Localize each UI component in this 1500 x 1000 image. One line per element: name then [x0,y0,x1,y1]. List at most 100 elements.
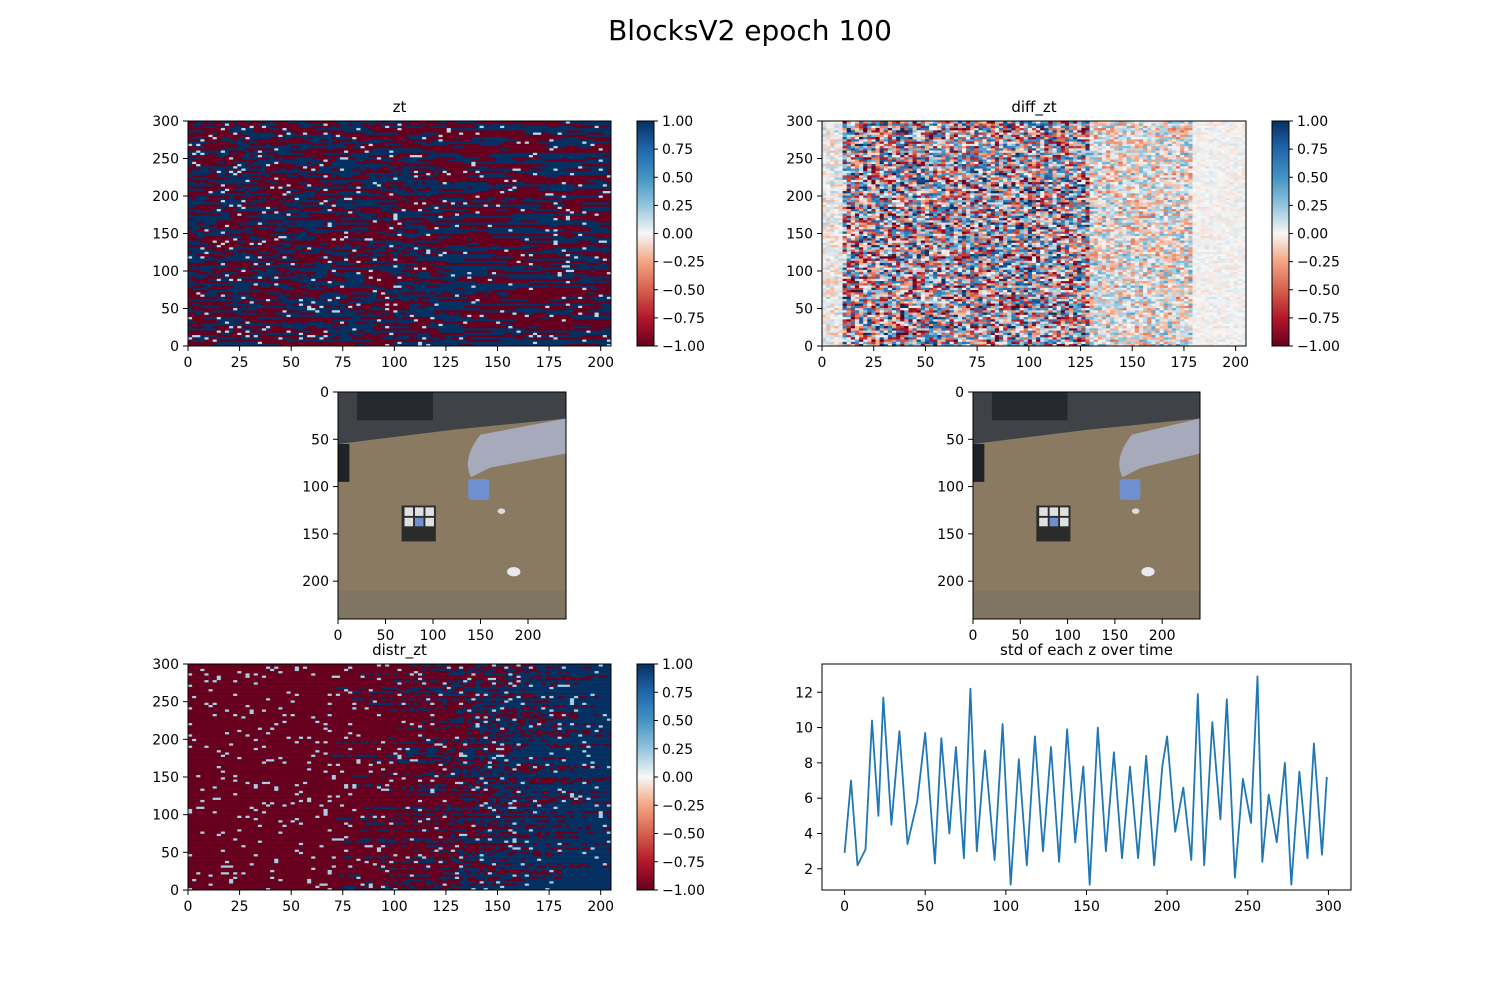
heatmap-cell [459,298,464,302]
heatmap-cell [417,238,423,241]
heatmap-cell [220,343,226,347]
heatmap-cell [237,319,242,322]
heatmap-cell [471,240,476,243]
heatmap-cell [512,292,517,295]
heatmap-cell [430,314,435,318]
heatmap-cell [364,301,370,304]
heatmap-cell [368,343,374,347]
heatmap-cell [606,341,612,345]
heatmap-cell [549,285,554,288]
heatmap-cell [229,244,234,248]
heatmap-cell [606,269,612,273]
heatmap-cell [233,321,238,324]
heatmap-cell [327,283,333,286]
heatmap-cell [520,249,526,252]
heatmap-cell [323,339,329,342]
heatmap-cell [467,319,472,322]
heatmap-cell [508,292,513,295]
heatmap-cell [204,343,209,347]
heatmap-cell [282,301,287,304]
heatmap-cell [196,337,201,340]
heatmap-cell [266,328,271,331]
heatmap-cell [356,285,361,288]
heatmap-cell [520,343,526,347]
heatmap-cell [216,305,222,309]
heatmap-cell [224,296,230,300]
heatmap-cell [541,289,546,293]
heatmap-cell [274,251,279,255]
heatmap-cell [212,343,218,347]
heatmap-cell [302,316,308,320]
heatmap-cell [356,312,361,315]
y-tick-label: 50 [161,302,179,318]
heatmap-cell [512,330,517,333]
heatmap-cell [298,319,304,322]
heatmap-cell [356,303,361,306]
heatmap-cell [224,240,230,243]
heatmap-cell [393,260,398,264]
heatmap-cell [602,319,608,322]
heatmap-cell [389,316,394,320]
heatmap-cell [512,258,517,261]
heatmap-cell [372,244,378,248]
heatmap-cell [417,298,423,302]
heatmap-cell [475,240,480,243]
heatmap-cell [590,330,595,333]
heatmap-cell [364,321,370,324]
heatmap-cell [417,262,423,266]
heatmap-cell [393,334,398,338]
heatmap-cell [249,258,255,261]
heatmap-cell [282,292,287,295]
heatmap-cell [528,321,534,324]
heatmap-cell [311,323,316,327]
heatmap-cell [475,307,480,311]
heatmap-cell [454,283,460,286]
heatmap-cell [442,321,448,324]
heatmap-cell [602,283,608,286]
heatmap-cell [491,339,497,342]
heatmap-cell [331,274,337,277]
heatmap-cell [241,249,246,252]
heatmap-cell [479,269,485,273]
heatmap-cell [204,310,209,313]
heatmap-cell [467,276,472,279]
heatmap-cell [311,305,316,309]
heatmap-cell [216,289,222,293]
heatmap-cell [339,267,345,270]
heatmap-cell [578,341,583,345]
heatmap-cell [315,321,320,324]
heatmap-cell [475,265,480,268]
heatmap-cell [569,276,575,279]
heatmap-cell [500,256,505,259]
heatmap-cell [315,294,320,297]
heatmap-cell [541,305,546,309]
heatmap-cell [253,285,259,288]
heatmap-cell [237,253,242,257]
heatmap-cell [586,265,591,268]
heatmap-cell [257,316,263,320]
heatmap-cell [401,296,407,300]
heatmap-cell [483,343,489,347]
heatmap-cell [261,253,267,257]
heatmap-cell [344,341,349,345]
heatmap-cell [417,310,423,313]
heatmap-cell [582,334,587,338]
heatmap-cell [188,292,193,295]
heatmap-cell [417,251,423,255]
heatmap-cell [237,341,242,345]
heatmap-cell [204,256,209,259]
heatmap-cell [302,262,308,266]
heatmap-cell [233,334,238,338]
heatmap-cell [450,319,456,322]
heatmap-cell [459,314,464,318]
heatmap-cell [508,325,513,329]
heatmap-cell [311,283,316,286]
heatmap-cell [545,301,550,304]
heatmap-cell [397,249,402,252]
heatmap-cell [220,305,226,309]
heatmap-cell [594,285,600,288]
heatmap-cell [364,274,370,277]
heatmap-cell [430,283,435,286]
heatmap-cell [569,242,575,246]
heatmap-cell [233,285,238,288]
